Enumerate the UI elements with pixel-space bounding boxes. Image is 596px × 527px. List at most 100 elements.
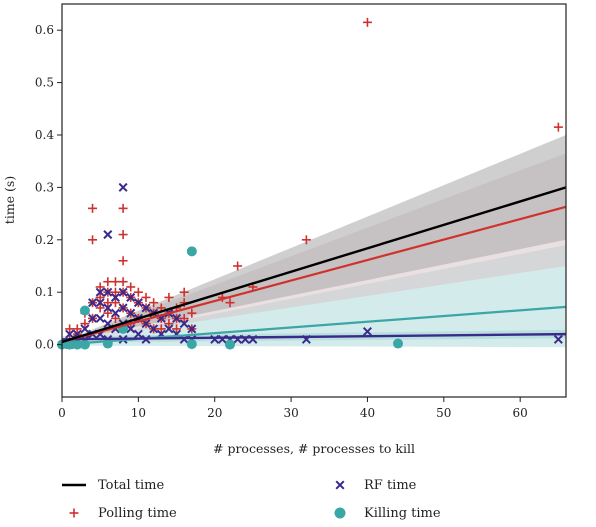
polling-point	[118, 277, 128, 287]
rf-point	[95, 298, 105, 308]
rf-point	[149, 324, 159, 334]
polling-point	[179, 313, 189, 323]
polling-point	[103, 308, 113, 318]
polling-fit-line	[61, 205, 567, 344]
rf-point	[95, 287, 105, 297]
legend-label: Total time	[98, 478, 164, 493]
polling-point	[88, 203, 98, 213]
legend-label: RF time	[364, 478, 417, 493]
polling-point	[225, 298, 235, 308]
killing-point	[72, 339, 83, 350]
rf-point-b	[179, 334, 189, 344]
rf-point	[65, 329, 75, 339]
polling-point	[95, 282, 105, 292]
rf-point-b	[553, 334, 563, 344]
rf-point-b	[88, 313, 98, 323]
rf-point-b	[141, 303, 151, 313]
polling-point	[95, 303, 105, 313]
polling-point	[141, 292, 151, 302]
x-tick-label: 60	[513, 406, 528, 420]
confidence-bands	[62, 135, 566, 348]
rf-point	[118, 303, 128, 313]
polling-point	[164, 319, 174, 329]
rf-point	[110, 292, 120, 302]
polling-point	[164, 292, 174, 302]
rf-point-b	[103, 287, 113, 297]
rf-point	[110, 308, 120, 318]
y-tick-label: 0.0	[35, 338, 54, 352]
y-tick-label: 0.2	[35, 233, 54, 247]
rf-point	[187, 324, 197, 334]
rf-point-b	[133, 298, 143, 308]
legend-polling-swatch	[69, 508, 79, 518]
polling-point	[118, 203, 128, 213]
killing-point	[225, 339, 235, 350]
polling-point	[72, 324, 82, 334]
rf-point-b	[103, 303, 113, 313]
polling-point	[362, 17, 372, 27]
fit-lines	[61, 186, 567, 346]
rf-point-b	[103, 230, 113, 240]
legend-label: Killing time	[364, 506, 441, 521]
y-tick-label: 0.1	[35, 285, 54, 299]
x-axis-ticks: 0 10 20 30 40 50 60	[58, 397, 528, 420]
rf-point	[88, 313, 98, 323]
rf-point	[103, 287, 113, 297]
rf-point-b	[172, 313, 182, 323]
y-axis-ticks: 0.0 0.1 0.2 0.3 0.4 0.5 0.6	[35, 23, 62, 352]
x-tick-label: 30	[283, 406, 298, 420]
rf-point-b	[187, 324, 197, 334]
rf-point-b	[118, 287, 128, 297]
polling-point	[553, 122, 563, 132]
polling-point	[110, 313, 120, 323]
killing-point	[79, 305, 90, 316]
rf-point-b	[141, 319, 151, 329]
rf-point-b	[126, 308, 136, 318]
polling-point	[110, 298, 120, 308]
rf-point	[133, 329, 143, 339]
rf-point	[133, 298, 143, 308]
rf-point	[164, 324, 174, 334]
rf-point	[179, 334, 189, 344]
rf-point-b	[156, 313, 166, 323]
killing-point	[186, 246, 197, 257]
rf-point	[126, 308, 136, 318]
legend-killing-swatch	[334, 507, 346, 519]
rf-point	[103, 230, 113, 240]
rf-point-b	[149, 324, 159, 334]
polling-point	[88, 235, 98, 245]
legend: Total time RF time Polling time Killing tim…	[62, 478, 441, 521]
x-tick-label: 0	[58, 406, 66, 420]
polling-point	[65, 324, 75, 334]
rf-point-b	[133, 329, 143, 339]
rf-point	[126, 324, 136, 334]
y-tick-label: 0.6	[35, 23, 54, 37]
polling-point	[110, 277, 120, 287]
rf-point	[553, 334, 563, 344]
rf-point-b	[164, 324, 174, 334]
polling-point	[149, 298, 159, 308]
polling-point	[103, 298, 113, 308]
polling-point	[172, 324, 182, 334]
x-tick-label: 50	[436, 406, 451, 420]
legend-label: Polling time	[98, 506, 177, 521]
polling-point	[179, 287, 189, 297]
rf-point	[118, 287, 128, 297]
rf-point-b	[95, 313, 105, 323]
rf-point-b	[80, 324, 90, 334]
polling-point	[156, 324, 166, 334]
x-axis-title: # processes, # processes to kill	[213, 441, 415, 456]
legend-rf-swatch-b	[335, 480, 345, 490]
rf-point	[88, 298, 98, 308]
polling-point	[118, 230, 128, 240]
polling-point	[95, 292, 105, 302]
rf-point-b	[65, 329, 75, 339]
rf-point	[103, 303, 113, 313]
polling-point	[126, 282, 136, 292]
polling-point	[80, 319, 90, 329]
rf-point	[126, 292, 136, 302]
y-tick-label: 0.3	[35, 180, 54, 194]
rf-point	[141, 303, 151, 313]
rf-point	[95, 313, 105, 323]
